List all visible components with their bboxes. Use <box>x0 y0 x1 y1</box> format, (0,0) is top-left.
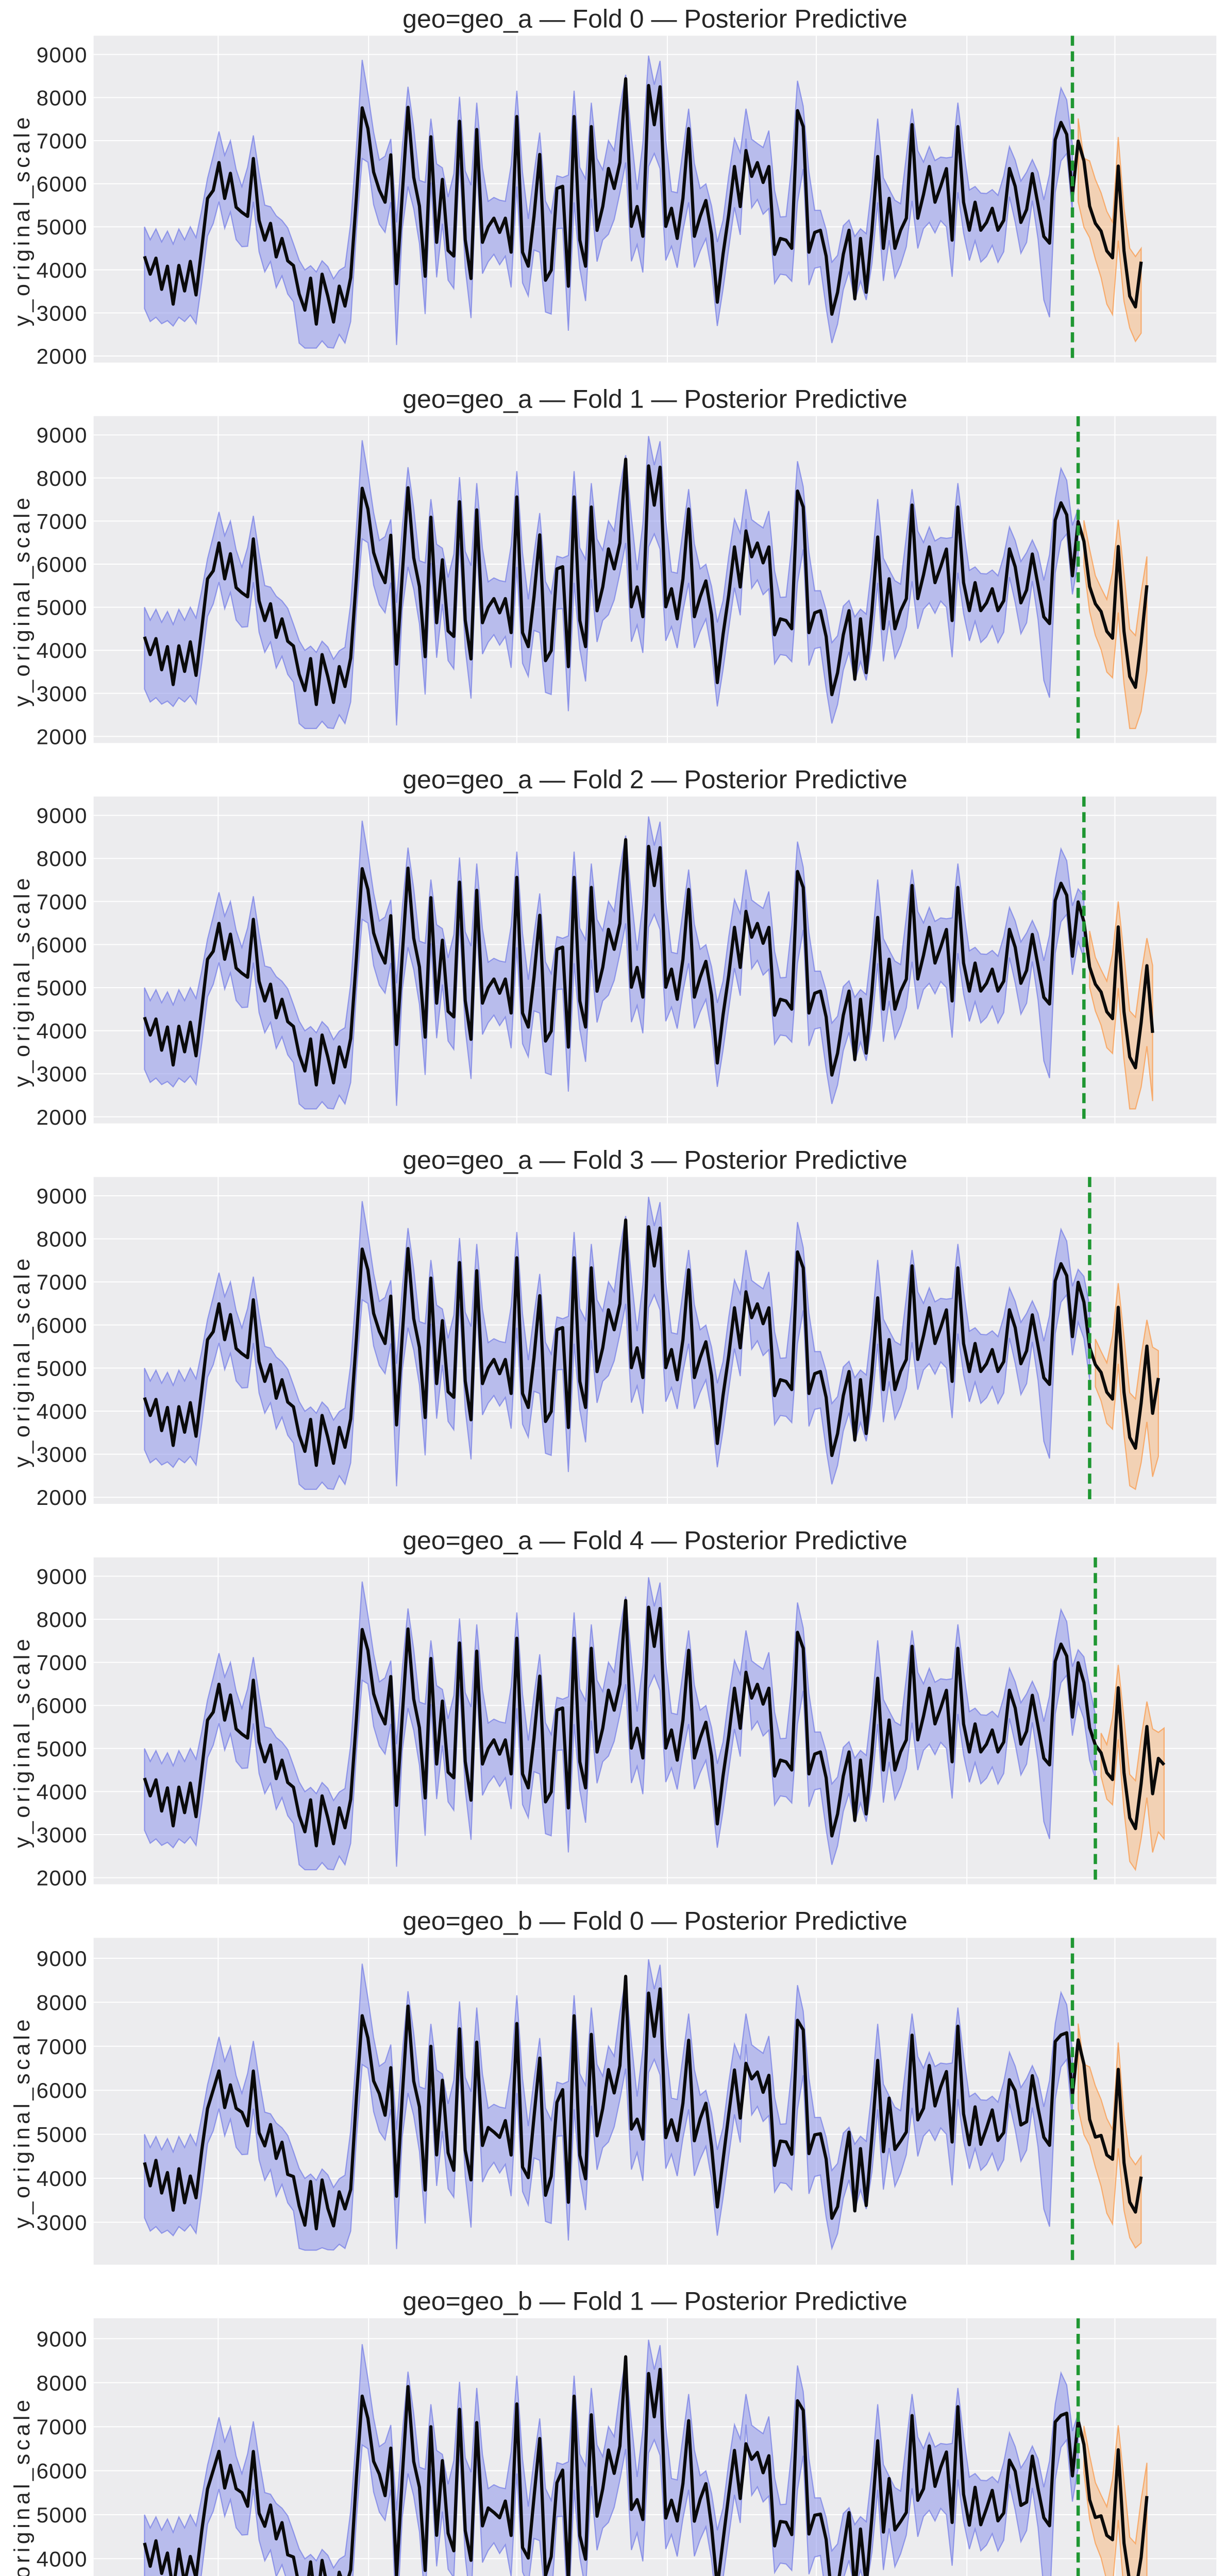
svg-text:9000: 9000 <box>37 1946 88 1971</box>
svg-text:6000: 6000 <box>37 2459 88 2483</box>
svg-text:9000: 9000 <box>37 423 88 447</box>
svg-text:7000: 7000 <box>37 1651 88 1675</box>
svg-text:y_original_scale: y_original_scale <box>10 1255 35 1467</box>
svg-text:7000: 7000 <box>37 509 88 533</box>
svg-text:6000: 6000 <box>37 2078 88 2103</box>
svg-text:geo=geo_a — Fold 0 — Posterior: geo=geo_a — Fold 0 — Posterior Predictiv… <box>402 4 908 33</box>
svg-text:7000: 7000 <box>37 129 88 153</box>
svg-text:3000: 3000 <box>37 2210 88 2234</box>
svg-text:4000: 4000 <box>37 1019 88 1043</box>
svg-text:5000: 5000 <box>37 1356 88 1380</box>
svg-text:8000: 8000 <box>37 86 88 110</box>
svg-text:geo=geo_a — Fold 4 — Posterior: geo=geo_a — Fold 4 — Posterior Predictiv… <box>402 1526 908 1555</box>
svg-text:2000: 2000 <box>37 1866 88 1890</box>
svg-text:3000: 3000 <box>37 1062 88 1086</box>
svg-text:6000: 6000 <box>37 1693 88 1718</box>
svg-text:6000: 6000 <box>37 1313 88 1337</box>
svg-text:3000: 3000 <box>37 301 88 325</box>
svg-text:9000: 9000 <box>37 1184 88 1208</box>
svg-text:geo=geo_b — Fold 1 — Posterior: geo=geo_b — Fold 1 — Posterior Predictiv… <box>402 2287 908 2316</box>
svg-text:9000: 9000 <box>37 43 88 67</box>
svg-text:4000: 4000 <box>37 2166 88 2191</box>
svg-text:3000: 3000 <box>37 1823 88 1847</box>
svg-text:7000: 7000 <box>37 2035 88 2059</box>
svg-text:7000: 7000 <box>37 2415 88 2439</box>
svg-text:geo=geo_a — Fold 1 — Posterior: geo=geo_a — Fold 1 — Posterior Predictiv… <box>402 385 908 414</box>
svg-text:8000: 8000 <box>37 846 88 871</box>
svg-text:y_original_scale: y_original_scale <box>10 2016 35 2228</box>
svg-text:y_original_scale: y_original_scale <box>10 495 35 707</box>
svg-text:3000: 3000 <box>37 1443 88 1467</box>
svg-text:6000: 6000 <box>37 552 88 577</box>
svg-text:4000: 4000 <box>37 2547 88 2571</box>
svg-text:y_original_scale: y_original_scale <box>10 2397 35 2576</box>
svg-text:4000: 4000 <box>37 638 88 663</box>
svg-text:5000: 5000 <box>37 2123 88 2147</box>
svg-text:8000: 8000 <box>37 1990 88 2014</box>
svg-text:2000: 2000 <box>37 1485 88 1510</box>
svg-text:y_original_scale: y_original_scale <box>10 114 35 326</box>
svg-text:2000: 2000 <box>37 344 88 368</box>
svg-text:5000: 5000 <box>37 596 88 620</box>
svg-text:7000: 7000 <box>37 890 88 914</box>
svg-text:y_original_scale: y_original_scale <box>10 1636 35 1848</box>
svg-text:5000: 5000 <box>37 1737 88 1761</box>
svg-text:5000: 5000 <box>37 2503 88 2527</box>
svg-text:4000: 4000 <box>37 1399 88 1423</box>
svg-text:7000: 7000 <box>37 1270 88 1294</box>
svg-text:geo=geo_b — Fold 0 — Posterior: geo=geo_b — Fold 0 — Posterior Predictiv… <box>402 1906 908 1935</box>
svg-text:8000: 8000 <box>37 2371 88 2395</box>
svg-text:6000: 6000 <box>37 933 88 957</box>
svg-text:3000: 3000 <box>37 682 88 706</box>
svg-text:9000: 9000 <box>37 2327 88 2351</box>
svg-text:2000: 2000 <box>37 1105 88 1129</box>
svg-text:6000: 6000 <box>37 172 88 196</box>
svg-text:geo=geo_a — Fold 3 — Posterior: geo=geo_a — Fold 3 — Posterior Predictiv… <box>402 1146 908 1175</box>
svg-text:4000: 4000 <box>37 1780 88 1804</box>
svg-text:y_original_scale: y_original_scale <box>10 875 35 1087</box>
svg-text:9000: 9000 <box>37 804 88 828</box>
svg-text:5000: 5000 <box>37 215 88 239</box>
svg-text:5000: 5000 <box>37 976 88 1000</box>
svg-text:4000: 4000 <box>37 258 88 282</box>
svg-text:8000: 8000 <box>37 1607 88 1632</box>
svg-text:geo=geo_a — Fold 2 — Posterior: geo=geo_a — Fold 2 — Posterior Predictiv… <box>402 765 908 794</box>
svg-text:8000: 8000 <box>37 1227 88 1251</box>
svg-text:2000: 2000 <box>37 724 88 749</box>
svg-text:9000: 9000 <box>37 1564 88 1588</box>
svg-text:8000: 8000 <box>37 466 88 490</box>
